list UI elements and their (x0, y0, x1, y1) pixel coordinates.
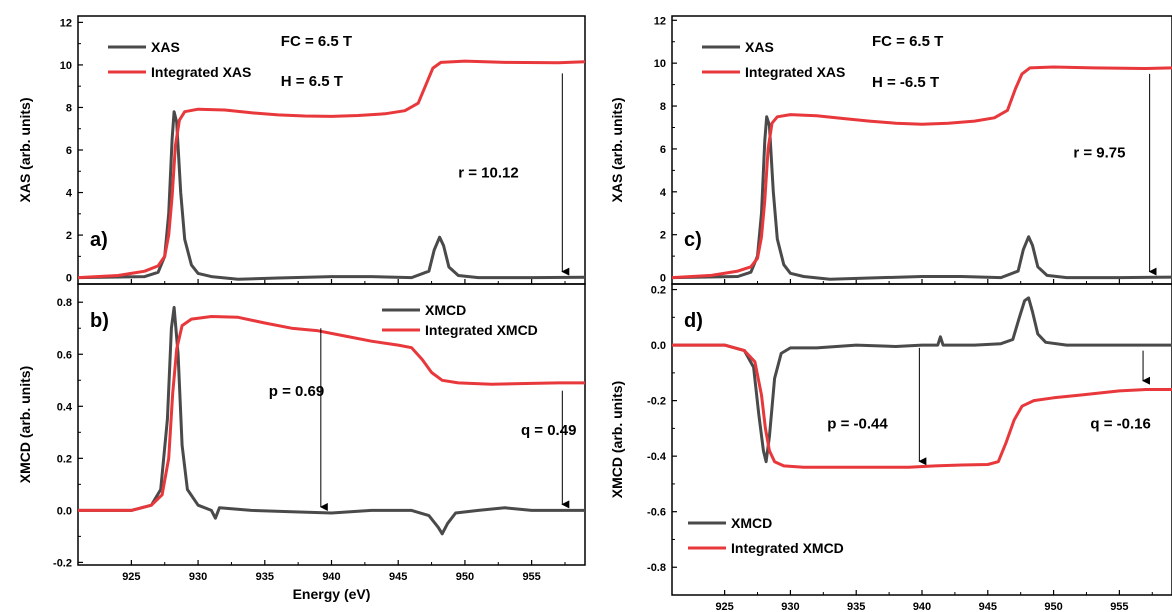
x-tick-label: 935 (847, 601, 865, 612)
y-axis-label: XAS (arb. units) (17, 97, 33, 202)
x-tick-label: 950 (1044, 601, 1062, 612)
annotation-h: H = -6.5 T (872, 74, 939, 91)
y-tick-label: 4 (660, 187, 667, 199)
x-tick-label: 950 (456, 571, 474, 583)
y-tick-label: -0.2 (53, 557, 72, 569)
series-line-xmcd (78, 305, 585, 536)
panel-c: 0 2 4 6 8 10 12 XAS (arb. units) FC = 6.5 T H = -… (609, 15, 1172, 285)
legend-label-xmcd: XMCD (731, 515, 772, 531)
y-tick-label: 6 (66, 145, 72, 157)
y-tick-label: 0.2 (651, 285, 666, 297)
x-tick-label: 945 (979, 601, 997, 612)
x-tick-label: 930 (189, 571, 207, 583)
x-tick-label: 945 (389, 571, 407, 583)
x-axis-label: Energy (eV) (293, 586, 371, 602)
y-tick-label: -0.8 (647, 562, 666, 574)
series-line-integrated-xmcd (672, 343, 1172, 469)
y-tick-label: 4 (66, 188, 73, 200)
annotation-fc: FC = 6.5 T (872, 33, 943, 50)
y-tick-label: 0.6 (57, 349, 72, 361)
y-tick-label: 10 (60, 60, 72, 72)
y-tick-label: 0.2 (57, 453, 72, 465)
panel-label: a) (90, 229, 108, 251)
y-tick-label: 0.8 (57, 297, 72, 309)
annotation-p: p = -0.44 (827, 415, 888, 432)
annotation-p: p = 0.69 (269, 383, 324, 400)
panel-label: b) (90, 310, 109, 332)
panel-a: 0 2 4 6 8 10 12 XAS (arb. units) FC = 6.5 T H = 6… (17, 15, 586, 285)
y-axis-label: XMCD (arb. units) (609, 381, 625, 498)
panel-d: -0.8 -0.6 -0.4 -0.2 0.0 0.2 925 930 935 940 945 950… (609, 283, 1172, 612)
y-tick-label: 0.0 (651, 340, 666, 352)
y-tick-label: 0.0 (57, 505, 72, 517)
x-tick-label: 925 (122, 571, 140, 583)
panel-label: c) (684, 229, 702, 251)
x-tick-label: 940 (913, 601, 931, 612)
legend-label-integrated: Integrated XAS (745, 64, 845, 80)
plot-frame-a (77, 15, 586, 285)
y-tick-label: 6 (660, 144, 666, 156)
y-tick-label: 12 (654, 15, 666, 27)
x-tick-label: 925 (715, 601, 733, 612)
legend-label-integrated: Integrated XMCD (425, 322, 538, 338)
y-tick-label: 0 (660, 273, 666, 285)
y-axis-label: XAS (arb. units) (609, 97, 625, 202)
annotation-q: q = 0.49 (521, 422, 576, 439)
annotation-r: r = 10.12 (458, 165, 518, 182)
annotation-h: H = 6.5 T (281, 73, 343, 90)
y-tick-label: 8 (660, 101, 666, 113)
annotation-r: r = 9.75 (1073, 145, 1125, 162)
y-tick-label: 8 (66, 102, 72, 114)
panel-label: d) (684, 310, 703, 332)
series-line-xas (78, 110, 585, 281)
x-tick-label: 930 (781, 601, 799, 612)
legend-label-xmcd: XMCD (425, 302, 466, 318)
x-tick-label: 955 (522, 571, 540, 583)
series-line-integrated-xmcd (78, 315, 585, 512)
x-tick-label: 955 (1110, 601, 1128, 612)
series-line-xmcd (672, 296, 1172, 464)
annotation-q: q = -0.16 (1090, 415, 1150, 432)
y-tick-label: 2 (66, 230, 72, 242)
y-tick-label: 12 (60, 17, 72, 29)
annotation-fc: FC = 6.5 T (281, 33, 352, 50)
y-tick-label: -0.6 (647, 507, 666, 519)
y-tick-label: 0 (66, 273, 72, 285)
series-line-integrated-xas (78, 59, 585, 280)
y-axis-label: XMCD (arb. units) (17, 366, 33, 483)
y-tick-label: 0.4 (57, 401, 73, 413)
x-tick-label: 940 (322, 571, 340, 583)
y-tick-label: 10 (654, 58, 666, 70)
y-tick-label: -0.4 (647, 451, 667, 463)
legend-label-xas: XAS (745, 39, 774, 55)
legend-label-integrated: Integrated XMCD (731, 540, 844, 556)
series-line-integrated-xas (672, 65, 1172, 280)
series-line-xas (672, 115, 1172, 281)
legend-label-xas: XAS (151, 39, 180, 55)
x-tick-label: 935 (256, 571, 274, 583)
y-tick-label: 2 (660, 230, 666, 242)
panel-b: -0.2 0.0 0.2 0.4 0.6 0.8 925 930 935 940 945 950 955… (17, 283, 586, 602)
y-tick-label: -0.2 (647, 396, 666, 408)
legend-label-integrated: Integrated XAS (151, 64, 251, 80)
